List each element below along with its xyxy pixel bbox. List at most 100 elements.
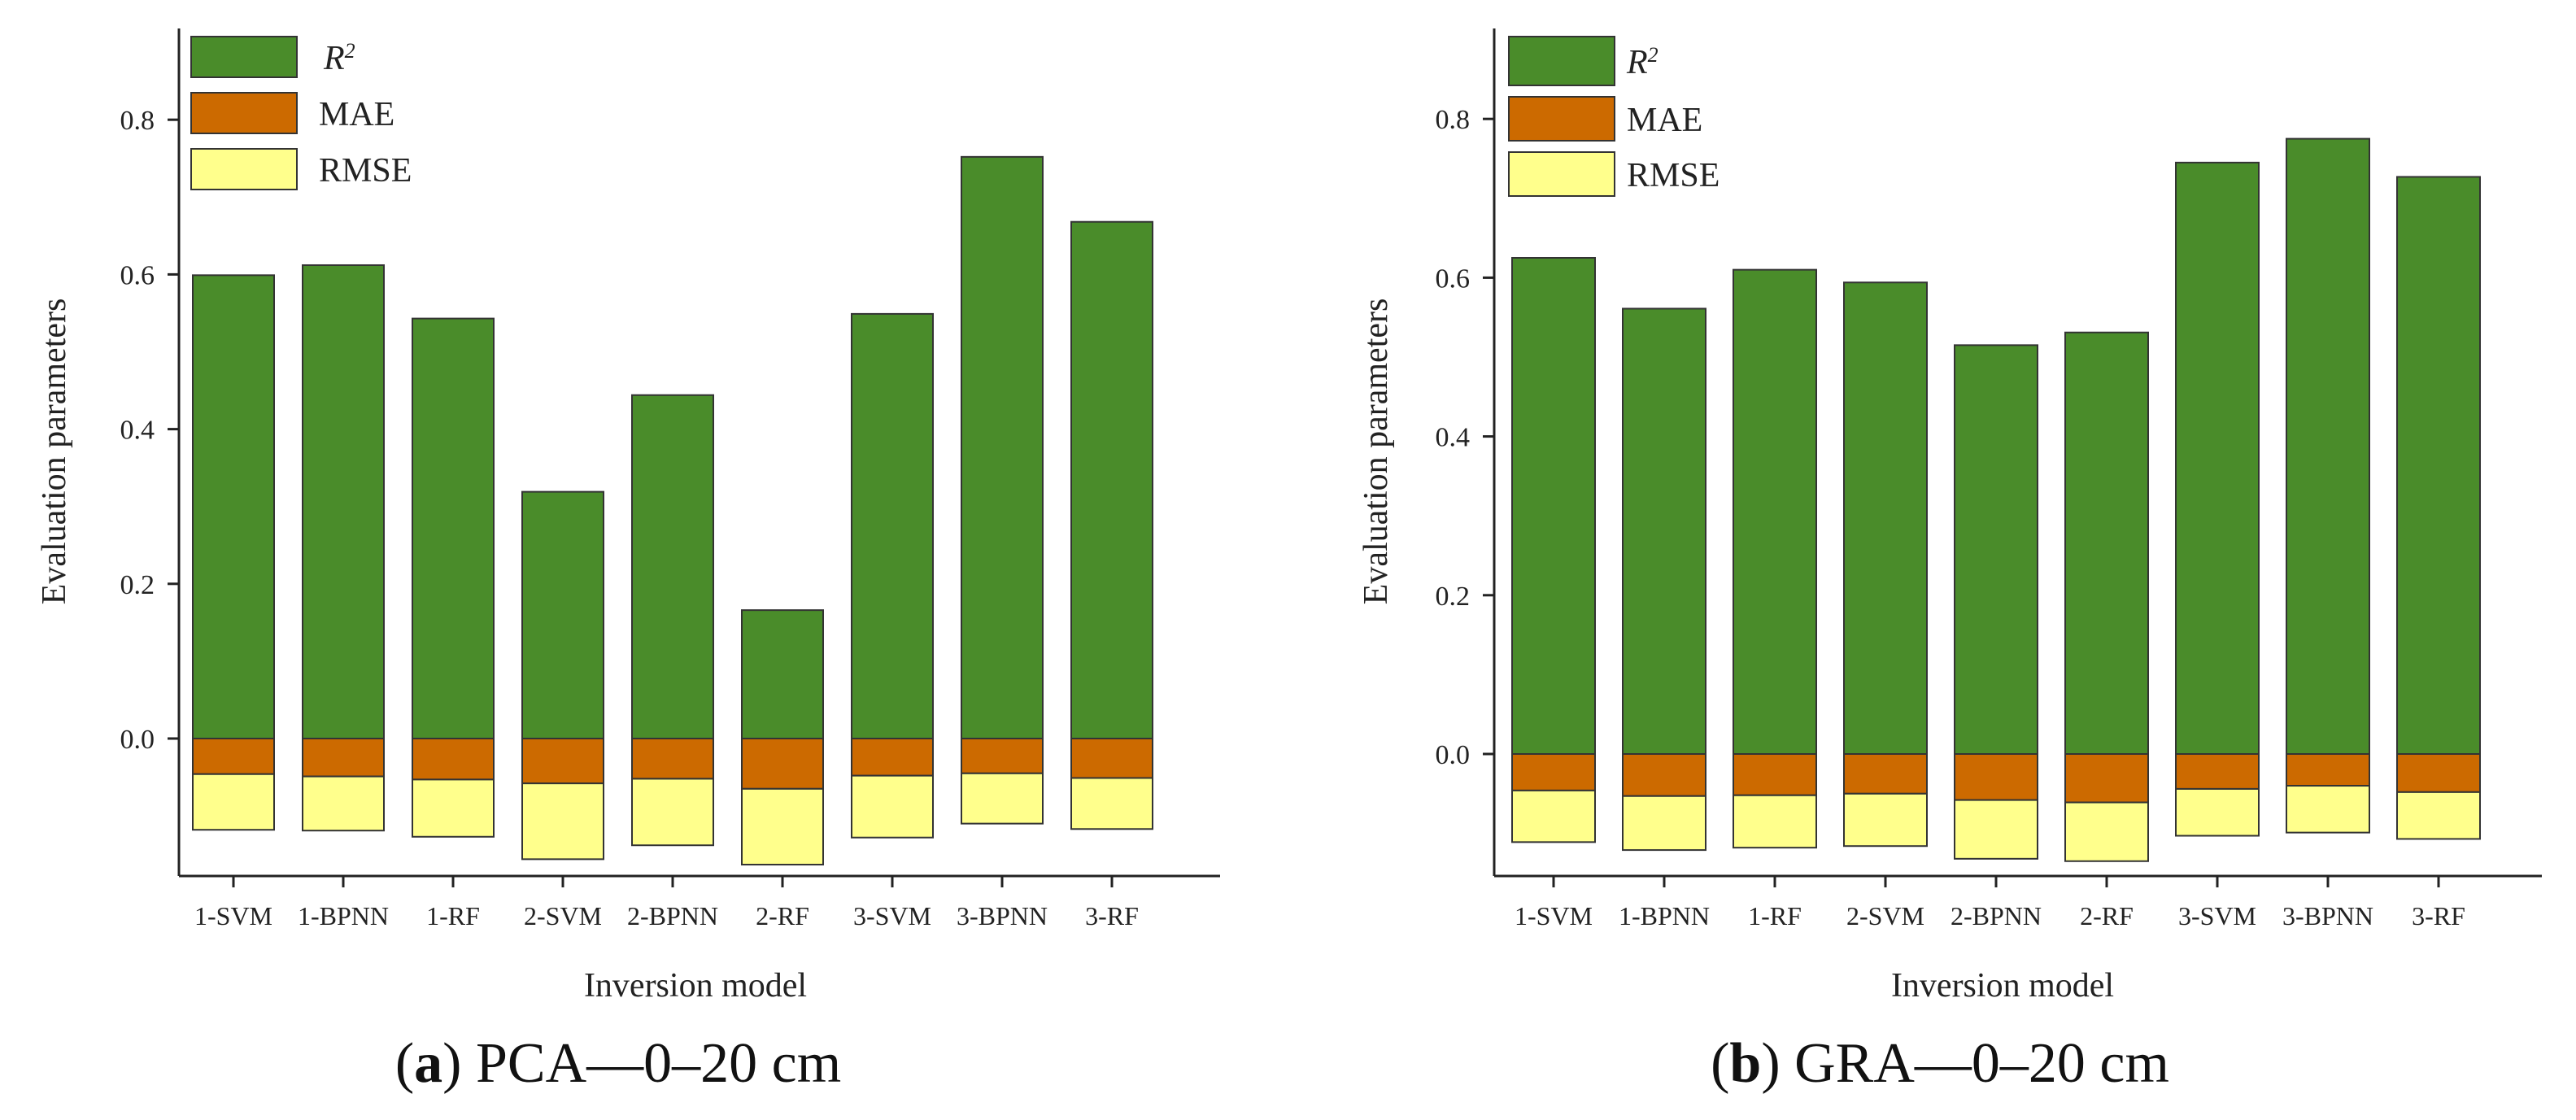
bar-r2 <box>192 274 275 739</box>
bar-mae <box>631 738 714 780</box>
bar-r2 <box>851 312 934 739</box>
y-tick-label: 0.0 <box>1436 740 1471 770</box>
bar-mae <box>1954 753 2038 801</box>
x-tick-label: 3-BPNN <box>957 901 1048 930</box>
y-tick-label: 0.8 <box>120 106 155 136</box>
x-tick-label: 1-RF <box>426 901 480 930</box>
bar-r2 <box>1622 307 1706 755</box>
bar-mae <box>2175 753 2260 790</box>
bar-r2 <box>2286 137 2370 756</box>
x-tick-label: 3-SVM <box>853 901 931 930</box>
panel-b-legend: R2 MAE RMSE <box>1508 36 1720 197</box>
legend-r2-label: R2 <box>1626 43 1658 82</box>
legend-rmse-label: RMSE <box>319 152 412 190</box>
x-tick-label: 1-SVM <box>194 901 272 930</box>
bar-mae <box>1622 753 1706 797</box>
x-tick-label: 1-SVM <box>1515 901 1593 930</box>
bar-rmse <box>412 778 495 838</box>
panel-a-x-axis-title: Inversion model <box>584 967 807 1005</box>
x-tick-label: 1-RF <box>1748 901 1802 930</box>
legend-r2-swatch <box>190 36 298 78</box>
bar-mae <box>1843 753 1928 795</box>
bar-rmse <box>2175 787 2260 837</box>
x-tick-label: 2-BPNN <box>1951 901 2042 930</box>
x-tick-label: 3-BPNN <box>2282 901 2373 930</box>
x-tick-label: 3-RF <box>1085 901 1139 930</box>
bar-rmse <box>851 774 934 839</box>
x-tick-label: 2-RF <box>2080 901 2134 930</box>
bar-mae <box>2064 753 2149 804</box>
bar-mae <box>1070 738 1153 779</box>
panel-a-caption: (a) PCA—0–20 cm <box>395 1032 841 1095</box>
bar-r2 <box>1070 220 1153 739</box>
x-tick-label: 2-SVM <box>524 901 602 930</box>
x-tick-label: 1-BPNN <box>298 901 389 930</box>
y-tick-label: 0.2 <box>120 570 155 600</box>
legend-mae-label: MAE <box>1627 102 1702 139</box>
panel-a-plot-area: 0.0 0.2 0.4 0.6 0.8 1-SVM 1-BPNN 1-RF 2-SVM 2-BPN… <box>120 28 1220 930</box>
bar-r2 <box>1733 268 1817 755</box>
bar-mae <box>302 738 385 778</box>
bar-rmse <box>302 775 385 832</box>
bar-rmse <box>1954 799 2038 860</box>
y-tick-label: 0.8 <box>1436 105 1471 135</box>
x-tick-label: 1-BPNN <box>1619 901 1710 930</box>
bar-r2 <box>521 490 604 739</box>
bar-r2 <box>961 155 1044 739</box>
x-tick-label: 3-RF <box>2412 901 2465 930</box>
panel-b-chart: Evaluation parameters Inversion model 0.… <box>1358 28 2542 1095</box>
bar-mae <box>521 738 604 785</box>
bar-rmse <box>631 778 714 847</box>
bar-mae <box>192 738 275 775</box>
x-tick-label: 2-RF <box>756 901 809 930</box>
bar-mae <box>961 738 1044 774</box>
x-tick-label: 3-SVM <box>2178 901 2256 930</box>
y-tick-label: 0.4 <box>120 416 155 446</box>
legend-rmse-swatch <box>1508 151 1615 197</box>
bar-rmse <box>961 772 1044 825</box>
y-tick-label: 0.4 <box>1436 423 1471 453</box>
panel-b-plot-area: 0.0 0.2 0.4 0.6 0.8 1-SVM 1-BPNN 1-RF 2-SVM 2-BPN… <box>1436 28 2542 930</box>
bar-mae <box>1511 753 1596 791</box>
bar-mae <box>2396 753 2481 793</box>
bar-rmse <box>1843 792 1928 848</box>
legend-mae-label: MAE <box>319 96 394 133</box>
bar-r2 <box>741 609 824 739</box>
legend-rmse-label: RMSE <box>1627 157 1720 194</box>
bar-rmse <box>1511 789 1596 843</box>
bar-rmse <box>2396 791 2481 840</box>
bar-rmse <box>1733 794 1817 849</box>
y-tick-label: 0.6 <box>120 260 155 290</box>
panel-b-x-axis-title: Inversion model <box>1891 967 2114 1005</box>
bar-r2 <box>1843 281 1928 756</box>
bar-r2 <box>2064 331 2149 755</box>
bar-mae <box>851 738 934 777</box>
panel-a-legend: R2 MAE RMSE <box>190 36 412 190</box>
y-tick-label: 0.2 <box>1436 582 1471 612</box>
panel-a-chart: Evaluation parameters Inversion model 0.… <box>36 28 1220 1095</box>
bar-r2 <box>2175 161 2260 755</box>
legend-mae-swatch <box>190 92 298 134</box>
bar-rmse <box>521 782 604 861</box>
x-tick-label: 2-BPNN <box>627 901 718 930</box>
bar-rmse <box>1070 777 1153 830</box>
panel-b-caption: (b) GRA—0–20 cm <box>1711 1032 2169 1095</box>
legend-mae-swatch <box>1508 96 1615 142</box>
bar-rmse <box>192 773 275 831</box>
legend-r2-swatch <box>1508 36 1615 86</box>
bar-r2 <box>302 264 385 740</box>
bar-rmse <box>2064 801 2149 862</box>
bar-r2 <box>412 317 495 739</box>
bar-mae <box>2286 753 2370 787</box>
x-tick-label: 2-SVM <box>1846 901 1924 930</box>
bar-mae <box>741 738 824 790</box>
y-tick-label: 0.6 <box>1436 264 1471 294</box>
bar-r2 <box>2396 176 2481 755</box>
bar-r2 <box>1954 344 2038 755</box>
legend-r2-label: R2 <box>323 39 355 78</box>
bar-r2 <box>1511 257 1596 755</box>
bar-rmse <box>741 787 824 866</box>
bar-mae <box>412 738 495 781</box>
bar-rmse <box>1622 795 1706 852</box>
